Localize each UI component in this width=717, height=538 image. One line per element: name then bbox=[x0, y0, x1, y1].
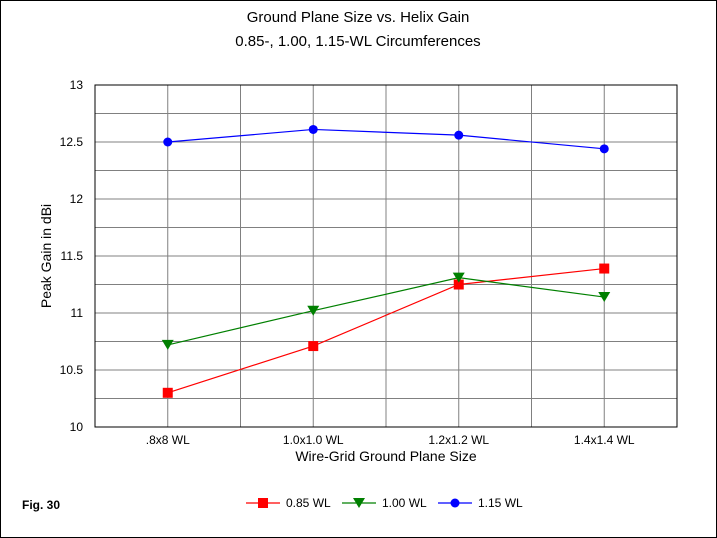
figure-label: Fig. 30 bbox=[22, 498, 60, 512]
chart-subtitle: 0.85-, 1.00, 1.15-WL Circumferences bbox=[235, 33, 480, 50]
y-tick-label: 11.5 bbox=[61, 249, 84, 263]
x-tick-label: 1.2x1.2 WL bbox=[428, 433, 489, 447]
legend-label: 1.15 WL bbox=[478, 496, 523, 510]
data-point bbox=[453, 279, 464, 290]
legend-marker bbox=[353, 498, 365, 508]
y-tick-label: 10.5 bbox=[60, 363, 84, 377]
plot-area bbox=[94, 84, 678, 428]
y-tick-label: 10 bbox=[70, 420, 84, 434]
x-tick-label: 1.4x1.4 WL bbox=[574, 433, 635, 447]
data-point bbox=[308, 341, 319, 352]
legend-item: 1.00 WL bbox=[342, 496, 427, 510]
data-point bbox=[307, 305, 320, 316]
data-point bbox=[599, 144, 609, 154]
x-tick-label: 1.0x1.0 WL bbox=[283, 433, 344, 447]
y-tick-label: 12.5 bbox=[60, 135, 84, 149]
series-line bbox=[167, 277, 605, 346]
x-tick-label: .8x8 WL bbox=[146, 433, 190, 447]
series-layer bbox=[161, 124, 611, 398]
legend-item: 0.85 WL bbox=[246, 496, 331, 510]
legend-label: 0.85 WL bbox=[286, 496, 331, 510]
x-axis-ticks: .8x8 WL 1.0x1.0 WL 1.2x1.2 WL 1.4x1.4 WL bbox=[146, 433, 635, 447]
data-point bbox=[452, 272, 465, 283]
legend-label: 1.00 WL bbox=[382, 496, 427, 510]
series-3 bbox=[163, 124, 609, 154]
data-point bbox=[599, 263, 610, 274]
data-point bbox=[308, 124, 318, 134]
data-point bbox=[161, 339, 174, 350]
legend: 0.85 WL 1.00 WL 1.15 WL bbox=[246, 496, 523, 510]
y-tick-label: 11 bbox=[71, 306, 84, 320]
legend-item: 1.15 WL bbox=[438, 496, 523, 510]
data-point bbox=[163, 137, 173, 147]
chart-title: Ground Plane Size vs. Helix Gain bbox=[247, 9, 470, 26]
y-tick-label: 13 bbox=[70, 78, 84, 92]
data-point bbox=[162, 387, 173, 398]
data-point bbox=[598, 292, 611, 303]
series-line bbox=[167, 267, 605, 394]
y-tick-label: 12 bbox=[70, 192, 84, 206]
legend-marker bbox=[258, 498, 268, 508]
grid-lines bbox=[95, 84, 677, 428]
data-point bbox=[454, 130, 464, 140]
y-axis-ticks: 10 10.5 11 11.5 12 12.5 13 bbox=[60, 78, 84, 434]
series-2 bbox=[161, 272, 611, 350]
x-axis-label: Wire-Grid Ground Plane Size bbox=[295, 448, 477, 464]
y-axis-label: Peak Gain in dBi bbox=[38, 204, 54, 308]
series-1 bbox=[162, 263, 610, 398]
legend-marker bbox=[450, 498, 460, 508]
series-line bbox=[167, 128, 605, 150]
